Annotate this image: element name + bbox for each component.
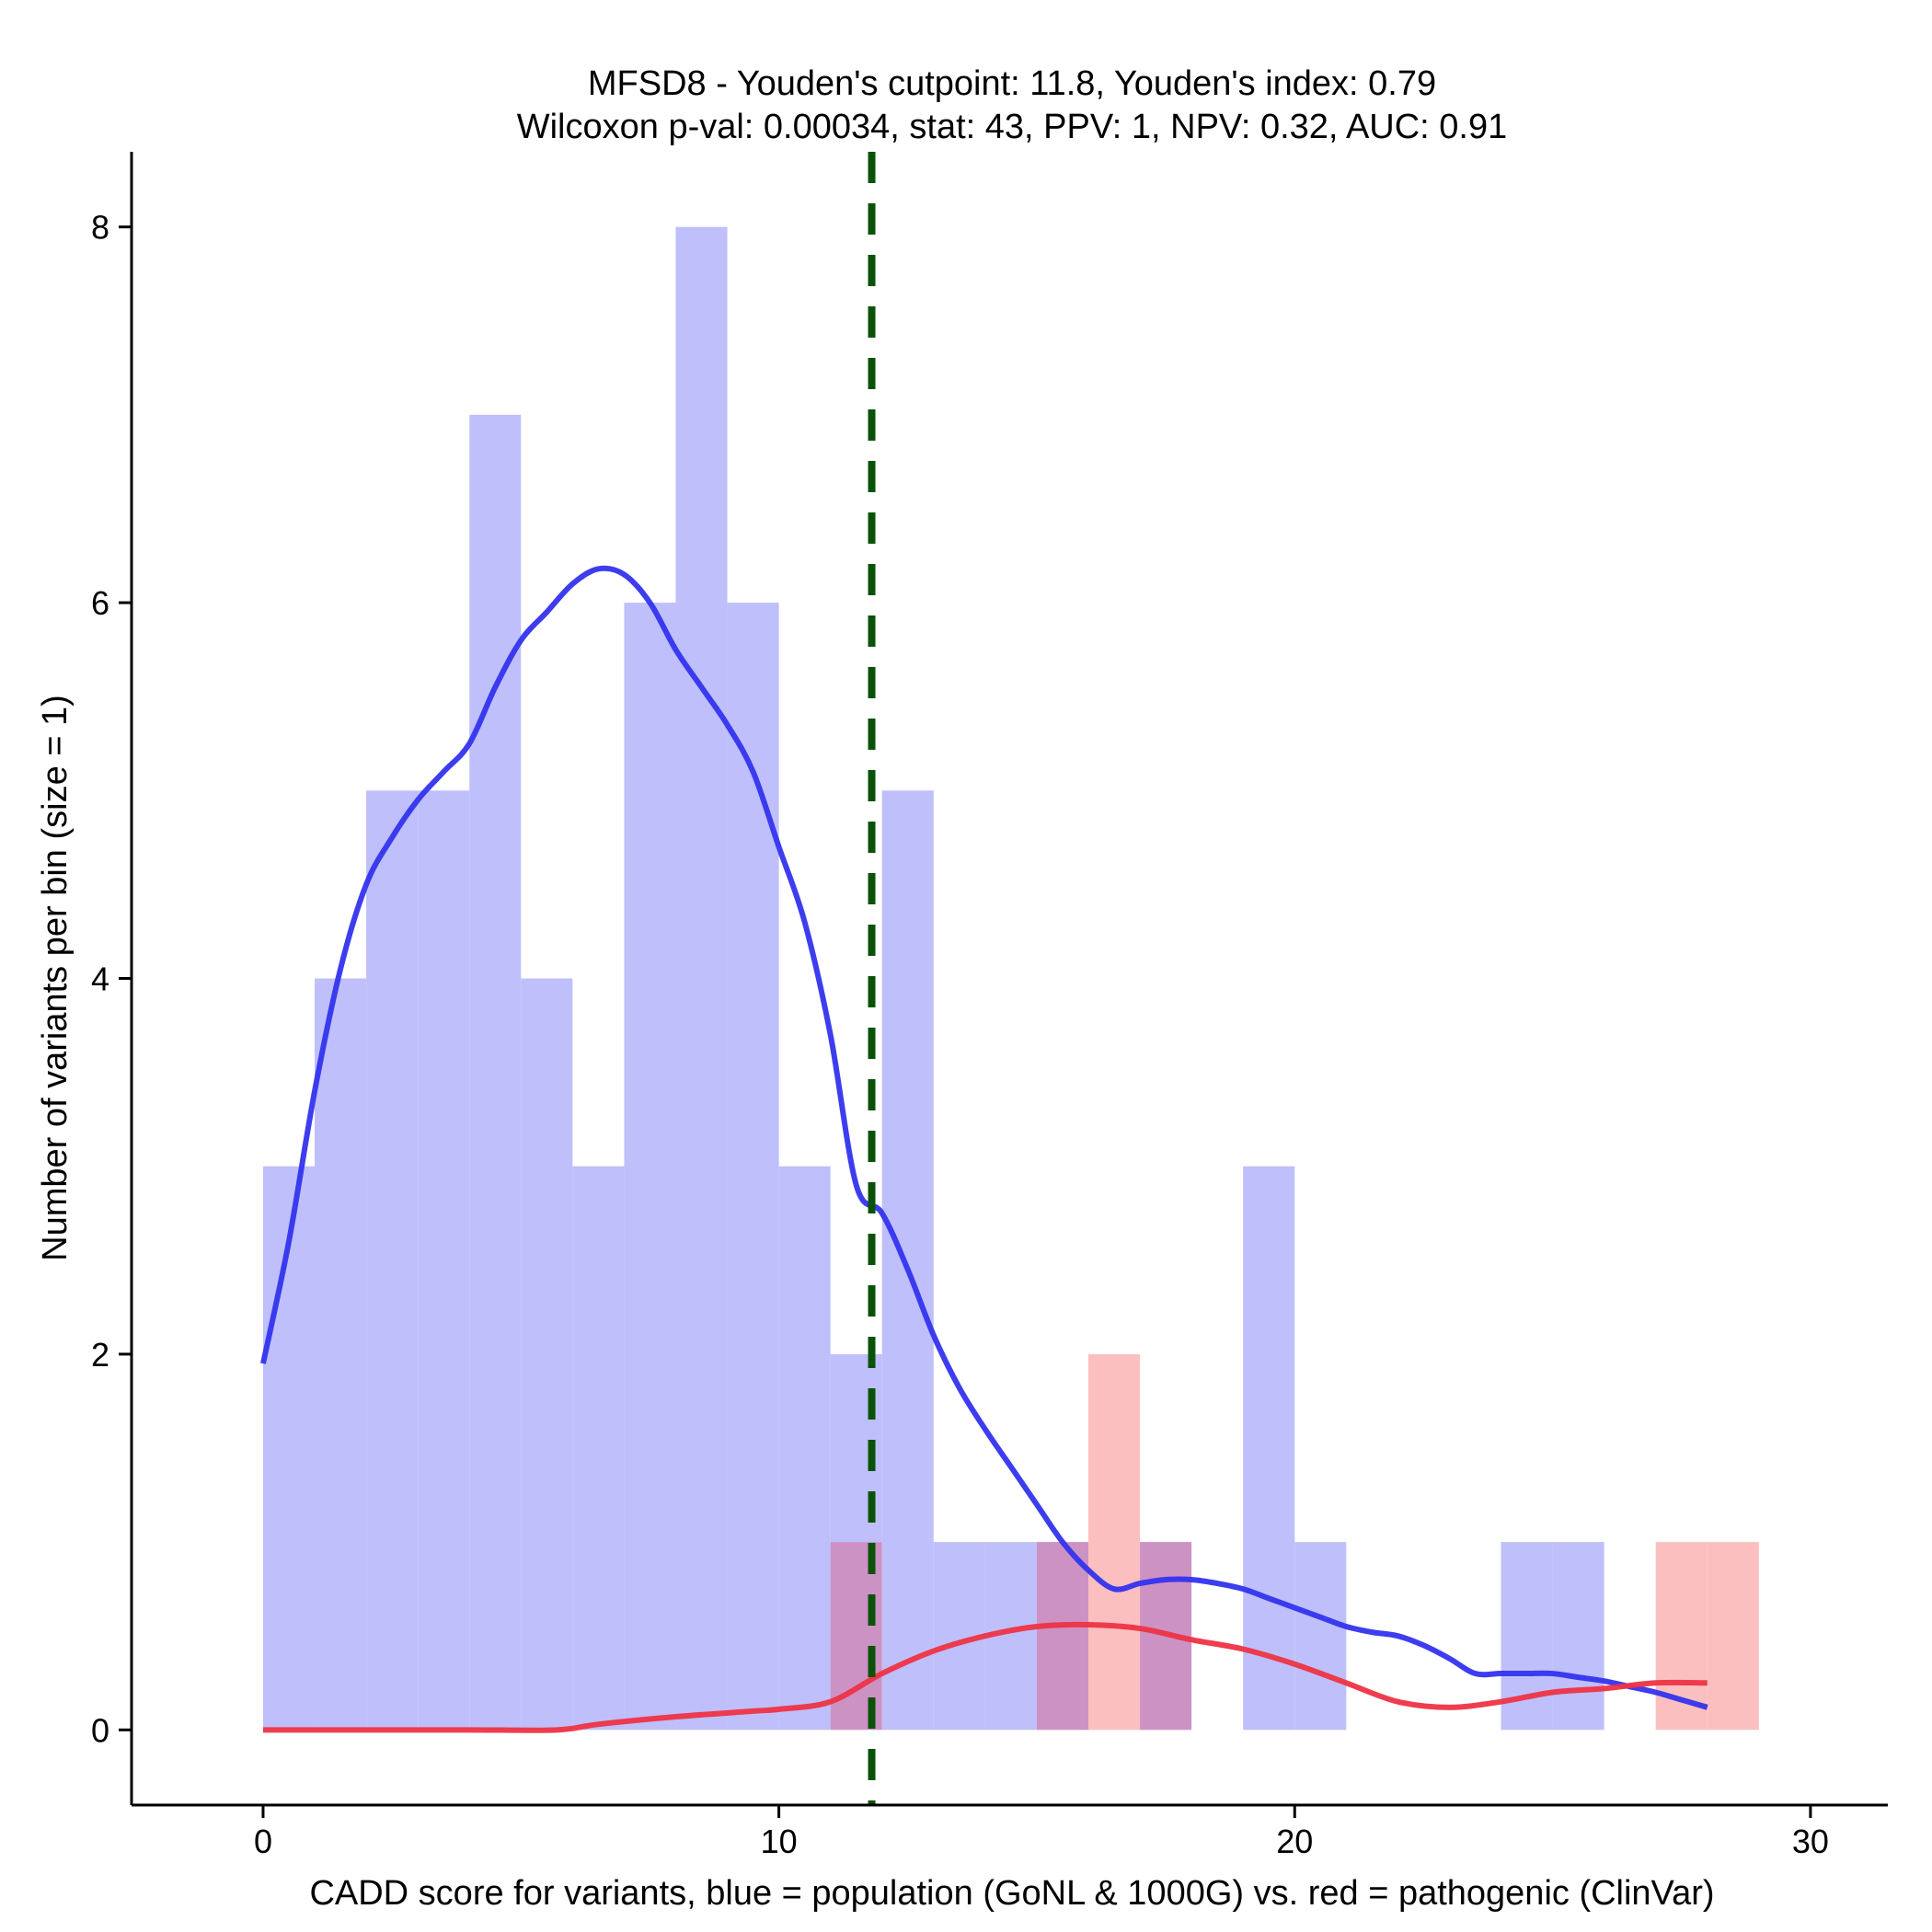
axes: 0 10 20 30 0 2 4 6 8 <box>91 152 1888 1860</box>
population-bar <box>881 790 934 1731</box>
x-tick-label: 0 <box>254 1823 272 1860</box>
pathogenic-bar <box>1707 1542 1759 1731</box>
x-tick-label: 30 <box>1792 1823 1829 1860</box>
population-bar <box>1294 1542 1347 1731</box>
population-bar <box>572 1166 625 1731</box>
y-tick-label: 4 <box>91 960 109 998</box>
x-axis-label: CADD score for variants, blue = populati… <box>309 1874 1714 1913</box>
population-bar <box>624 603 676 1731</box>
overlap-bar <box>1036 1542 1088 1731</box>
y-axis-label: Number of variants per bin (size = 1) <box>36 695 75 1261</box>
y-tick-label: 0 <box>91 1711 109 1749</box>
x-axis-ticks: 0 10 20 30 <box>254 1805 1829 1860</box>
pathogenic-bar <box>1087 1353 1141 1731</box>
x-tick-label: 10 <box>761 1823 798 1860</box>
population-bar <box>366 790 419 1731</box>
chart-title-line-1: MFSD8 - Youden's cutpoint: 11.8, Youden'… <box>588 64 1436 103</box>
y-tick-label: 2 <box>91 1336 109 1374</box>
histogram-bars <box>262 226 1759 1731</box>
population-bar <box>727 603 779 1731</box>
density-curves <box>260 565 1708 1733</box>
chart-title-line-2: Wilcoxon p-val: 0.00034, stat: 43, PPV: … <box>517 108 1508 146</box>
pathogenic-density-curve <box>262 1621 1708 1733</box>
y-axis-ticks: 0 2 4 6 8 <box>91 209 132 1749</box>
population-bar <box>262 1166 316 1731</box>
y-tick-label: 8 <box>91 209 109 247</box>
x-tick-label: 20 <box>1276 1823 1313 1860</box>
population-bar <box>469 414 522 1731</box>
population-bar <box>418 790 470 1731</box>
population-density-curve <box>260 565 1708 1710</box>
population-bar <box>1552 1542 1604 1731</box>
population-bar <box>521 978 573 1731</box>
population-bar <box>315 978 367 1731</box>
population-bar <box>1243 1166 1295 1731</box>
population-bar <box>675 226 728 1731</box>
population-bar <box>778 1166 831 1731</box>
y-tick-label: 6 <box>91 584 109 622</box>
